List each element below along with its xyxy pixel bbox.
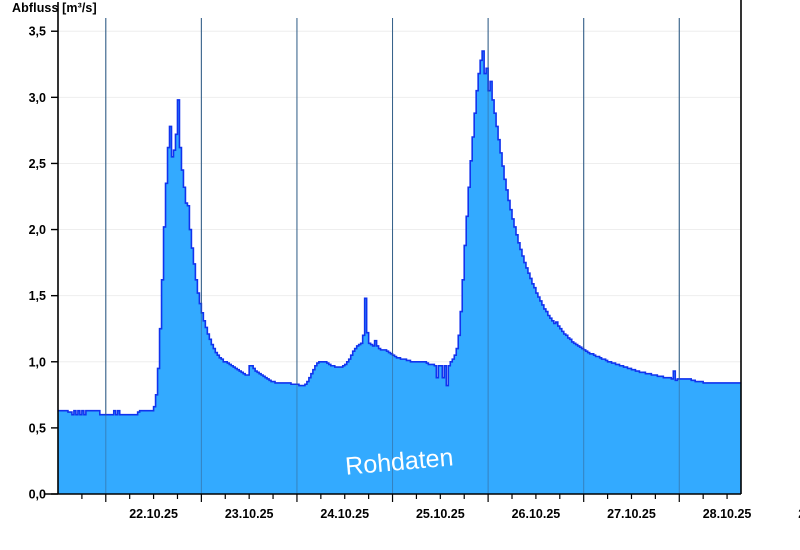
y-tick-label: 0,5 xyxy=(29,421,46,435)
y-tick-label: 0,0 xyxy=(29,488,46,502)
x-tick-label: 25.10.25 xyxy=(416,507,465,521)
y-tick-label: 1,0 xyxy=(29,355,46,369)
y-tick-label: 2,0 xyxy=(29,223,46,237)
x-tick-label: 23.10.25 xyxy=(225,507,274,521)
y-tick-label: 3,5 xyxy=(29,25,46,39)
day-gridlines-overlay xyxy=(105,18,680,494)
x-tick-label: 26.10.25 xyxy=(512,507,561,521)
discharge-area-series xyxy=(58,50,741,495)
x-tick-label: 22.10.25 xyxy=(129,507,178,521)
y-tick-label: 1,5 xyxy=(29,289,46,303)
y-tick-label: 2,5 xyxy=(29,157,46,171)
x-axis-ticks: 22.10.25 23.10.25 24.10.25 25.10.25 26.10.25… xyxy=(81,494,800,521)
area-fill xyxy=(58,51,741,495)
x-tick-label: 27.10.25 xyxy=(607,507,656,521)
series-line xyxy=(58,50,741,416)
x-tick-label: 24.10.25 xyxy=(320,507,369,521)
y-axis-title: Abfluss [m³/s] xyxy=(12,1,97,15)
y-axis-ticks: 0,0 0,5 1,0 1,5 2,0 2,5 3,0 3,5 xyxy=(29,25,58,502)
x-tick-label: 28.10.25 xyxy=(703,507,752,521)
y-tick-label: 3,0 xyxy=(29,91,46,105)
x-tick-label: 29.10.25 xyxy=(798,507,800,521)
